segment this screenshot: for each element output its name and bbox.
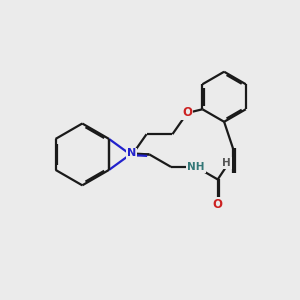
Text: O: O [213, 198, 223, 211]
Text: O: O [182, 106, 192, 119]
Text: NH: NH [187, 162, 205, 172]
Text: N: N [127, 148, 136, 158]
Text: H: H [222, 158, 231, 168]
Text: N: N [127, 150, 136, 161]
